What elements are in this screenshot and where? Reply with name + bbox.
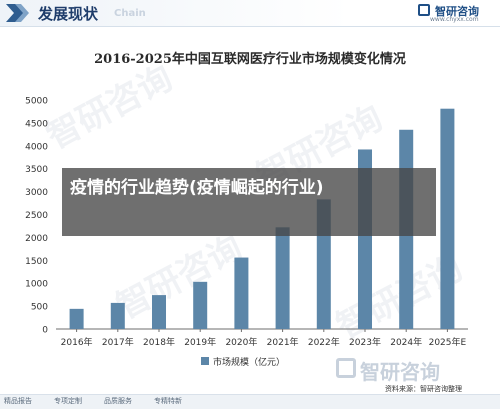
chart-title: 2016-2025年中国互联网医疗行业市场规模变化情况 — [94, 52, 406, 67]
bar — [275, 227, 290, 329]
x-tick-label: 2022年 — [308, 336, 340, 348]
footer-brand: 智研咨询 — [360, 360, 440, 384]
source-note: 资料来源：智研咨询整理 — [385, 385, 462, 393]
bottom-link-reports[interactable]: 精品报告 — [4, 397, 32, 405]
section-title: 发展现状 — [38, 5, 99, 23]
y-tick-label: 1500 — [25, 257, 48, 267]
brand-url[interactable]: www.chyxx.com — [430, 16, 479, 23]
bottom-link-specialized[interactable]: 专精特新 — [154, 397, 182, 405]
x-tick-label: 2016年 — [61, 336, 93, 348]
footer-brand-icon — [336, 358, 356, 378]
y-tick-label: 0 — [42, 326, 48, 336]
section-title-en: Chain — [114, 8, 146, 19]
brand-name: 智研咨询 — [435, 5, 479, 18]
header-mark-icon — [6, 4, 29, 22]
y-tick-label: 500 — [31, 303, 48, 313]
y-tick-label: 3000 — [25, 188, 48, 198]
bar — [110, 302, 125, 329]
bar — [69, 308, 84, 329]
y-tick-label: 4500 — [25, 119, 48, 129]
y-tick-label: 5000 — [25, 97, 48, 107]
legend-label: 市场规模（亿元） — [213, 356, 285, 368]
y-tick-label: 2000 — [25, 234, 48, 244]
bottom-link-custom[interactable]: 专项定制 — [54, 397, 82, 405]
brand-logo-icon — [418, 4, 430, 16]
x-tick-label: 2018年 — [143, 336, 175, 348]
bar — [151, 295, 167, 329]
legend-swatch — [201, 357, 209, 365]
y-tick-label: 2500 — [25, 211, 48, 221]
y-tick-label: 3500 — [25, 165, 48, 175]
x-tick-label: 2017年 — [102, 336, 134, 348]
bar — [234, 257, 249, 329]
y-tick-label: 4000 — [25, 142, 48, 152]
bar — [193, 281, 208, 329]
x-tick-label: 2021年 — [267, 336, 299, 348]
x-tick-label: 2023年 — [349, 336, 381, 348]
y-tick-label: 1000 — [25, 280, 48, 290]
headline-text[interactable]: 疫情的行业趋势(疫情崛起的行业) — [70, 178, 324, 198]
bottom-bar — [0, 394, 500, 409]
header-bar — [0, 0, 500, 27]
x-tick-label: 2025年E — [429, 336, 467, 348]
headline-overlay — [62, 168, 436, 236]
x-tick-label: 2024年 — [390, 336, 422, 348]
x-tick-label: 2020年 — [225, 336, 257, 348]
bottom-link-service[interactable]: 品质服务 — [104, 397, 132, 405]
bar — [440, 108, 455, 330]
x-tick-label: 2019年 — [184, 336, 216, 348]
